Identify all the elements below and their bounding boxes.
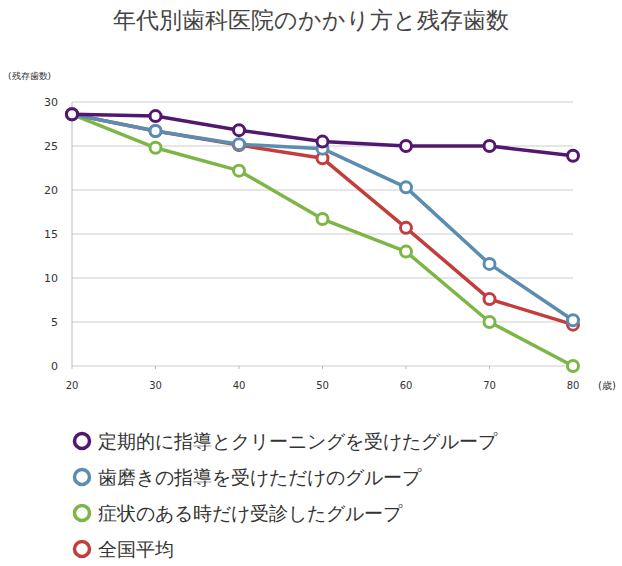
x-tick-label: 70 <box>483 380 496 391</box>
series-marker <box>67 109 78 120</box>
series-marker <box>317 214 328 225</box>
title: 年代別歯科医院のかかり方と残存歯数 <box>113 7 509 33</box>
x-tick <box>155 366 156 369</box>
x-tick-label: 40 <box>233 380 246 391</box>
series-marker <box>568 150 579 161</box>
legend-marker <box>75 470 90 485</box>
x-tick-label: 50 <box>316 380 329 391</box>
y-axis-line <box>72 102 73 366</box>
series-marker <box>317 136 328 147</box>
series-marker <box>150 126 161 137</box>
series-marker <box>150 111 161 122</box>
y-tick-label: 20 <box>44 184 58 197</box>
y-tick-label: 5 <box>51 316 58 329</box>
legend-label: 定期的に指導とクリーニングを受けたグループ <box>98 430 498 452</box>
series-marker <box>484 294 495 305</box>
plot-area <box>67 109 579 372</box>
series-marker <box>150 126 161 137</box>
legend-label: 全国平均 <box>98 538 174 560</box>
y-tick-label: 25 <box>44 140 58 153</box>
x-tick-label: 80 <box>567 380 580 391</box>
series-marker <box>568 361 579 372</box>
x-axis-label: (歳) <box>598 380 616 391</box>
x-tick <box>406 366 407 369</box>
series-line <box>72 114 573 320</box>
series-marker <box>67 109 78 120</box>
series-line <box>72 114 573 366</box>
series-marker <box>401 246 412 257</box>
series-marker <box>401 141 412 152</box>
x-tick <box>239 366 240 369</box>
series-marker <box>401 182 412 193</box>
x-tick <box>322 366 323 369</box>
chart: 年代別歯科医院のかかり方と残存歯数 (残存歯数) (歳) 0 5 10 15 20 25 30 20… <box>0 0 622 566</box>
series-marker <box>568 315 579 326</box>
series-marker <box>484 317 495 328</box>
series-marker <box>484 141 495 152</box>
legend-label: 症状のある時だけ受診したグループ <box>98 502 403 524</box>
legend-marker <box>75 434 90 449</box>
y-tick-label: 30 <box>44 96 58 109</box>
x-tick-label: 20 <box>66 380 79 391</box>
legend-marker <box>75 506 90 521</box>
series-marker <box>234 125 245 136</box>
x-tick-label: 30 <box>149 380 162 391</box>
x-tick <box>72 366 73 369</box>
series-marker <box>150 142 161 153</box>
series-marker <box>401 222 412 233</box>
series-marker <box>484 258 495 269</box>
series-marker <box>234 139 245 150</box>
y-axis-label: (残存歯数) <box>8 71 51 81</box>
grid-line <box>72 278 573 279</box>
series-marker <box>234 140 245 151</box>
grid-line <box>72 190 573 191</box>
grid-line <box>72 102 573 103</box>
grid-line <box>72 322 573 323</box>
legend-marker <box>75 542 90 557</box>
series-marker <box>67 109 78 120</box>
x-tick <box>489 366 490 369</box>
y-tick-label: 10 <box>44 272 58 285</box>
series-line <box>72 114 573 155</box>
grid-line <box>72 234 573 235</box>
legend-label: 歯磨きの指導を受けただけのグループ <box>98 466 422 488</box>
y-tick-label: 0 <box>51 360 58 373</box>
y-tick-label: 15 <box>44 228 58 241</box>
series-marker <box>234 165 245 176</box>
series-marker <box>67 109 78 120</box>
x-tick-label: 60 <box>400 380 413 391</box>
